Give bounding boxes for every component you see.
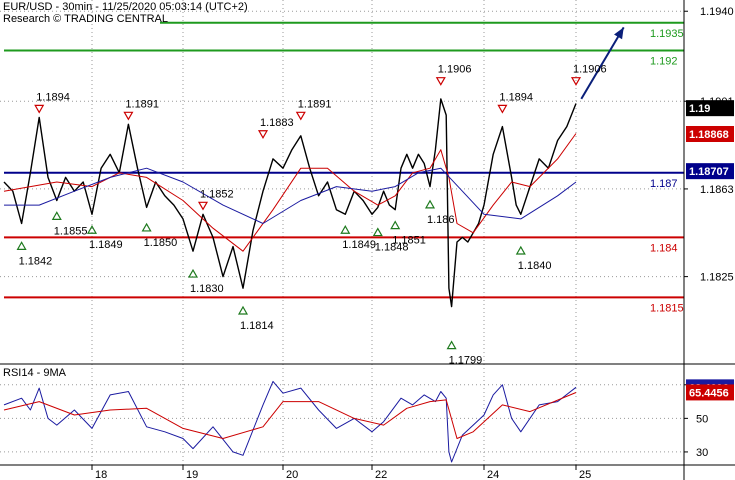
trough-label: 1.1849 [342,239,376,251]
grid-layer [0,0,684,465]
peak-label: 1.1891 [125,98,159,110]
peak-label: 1.1894 [36,91,70,103]
level-line-label: 1.1815 [650,302,684,314]
trough-label: 1.1842 [19,255,53,267]
x-tick-label: 22 [375,469,387,480]
trough-marker [515,245,526,255]
last-price-tag: 1.19 [689,103,710,115]
rsi-ma-tag: 65.4456 [689,387,729,399]
x-tick-label: 20 [286,469,298,480]
level-lines-layer: 1.1935 1.192 1.187 1.184 1.1815 [4,21,684,314]
ma-fast-tag: 1.18868 [689,129,729,141]
peak-marker [197,201,209,211]
trough-label: 1.1840 [518,260,552,272]
trough-marker [187,268,199,278]
chart-subtitle: Research © TRADING CENTRAL [3,13,168,25]
projection-arrow-line [580,26,625,100]
trough-marker [237,305,249,315]
trough-label: 1.1814 [240,320,274,332]
trough-label: 1.1799 [449,355,483,367]
x-tick-label: 18 [95,469,107,480]
peak-label: 1.1906 [438,64,472,76]
price-series [3,98,577,308]
peak-label: 1.1883 [260,117,294,129]
chart-title: EUR/USD - 30min - 11/25/2020 05:03:14 (U… [3,1,248,13]
trough-marker [340,225,351,234]
trough-marker [372,227,383,237]
trough-marker [51,211,62,220]
ma-slow-series [4,167,577,224]
rsi-panel-label: RSI14 - 9MA [3,367,66,379]
trough-label: 1.1830 [190,283,224,295]
trough-label: 1.186 [427,214,455,226]
peak-marker [295,111,306,121]
rsi-ma-tag-bg [686,384,734,401]
peak-label: 1.1891 [298,98,332,110]
level-line-label: 1.192 [650,55,678,67]
last-price-tag-bg [686,100,734,117]
y-tick-label: 1.1825 [700,272,734,284]
level-line-label: 1.184 [650,242,678,254]
level-line-label: 1.187 [650,178,678,190]
peak-label: 1.1852 [200,188,234,200]
peak-marker [435,77,446,86]
trough-label: 1.1851 [392,235,426,247]
trough-label: 1.1855 [54,225,88,237]
series-layer [3,26,625,463]
trough-marker [86,225,98,234]
rsi-ma-series [3,392,577,439]
trough-label: 1.1850 [144,237,178,249]
projection-arrow-head [614,27,624,40]
ma-fast-tag-bg [686,126,734,142]
trough-label: 1.1848 [375,242,409,254]
peak-marker [34,104,45,114]
rsi-y-tick-label: 30 [696,447,708,459]
rsi-series [3,380,577,463]
y-tick-label: 1.1940 [700,6,734,18]
level-line-label: 1.1935 [650,28,684,40]
y-tick-label: 1.1863 [700,184,734,196]
x-tick-label: 25 [579,469,591,480]
x-tick-label: 19 [186,469,198,480]
pivot-tag-bg [686,163,734,180]
trough-marker [424,199,436,209]
peak-marker [257,130,269,139]
peak-marker [123,111,134,121]
trough-label: 1.1849 [89,239,123,251]
trough-marker [16,241,27,250]
trough-marker [446,340,457,350]
peak-marker [570,77,582,86]
peak-label: 1.1894 [499,91,533,103]
peak-marker [497,104,508,114]
trough-marker [390,220,401,230]
x-tick-label: 24 [487,469,499,480]
pivot-tag: 1.18707 [689,166,729,178]
rsi-y-tick-label: 50 [696,413,708,425]
peak-label: 1.1906 [573,64,607,76]
markers-layer: 1.1894 1.1891 1.1883 1.1891 1.1852 1.1906 1.18… [16,64,607,367]
trough-marker [141,222,152,232]
